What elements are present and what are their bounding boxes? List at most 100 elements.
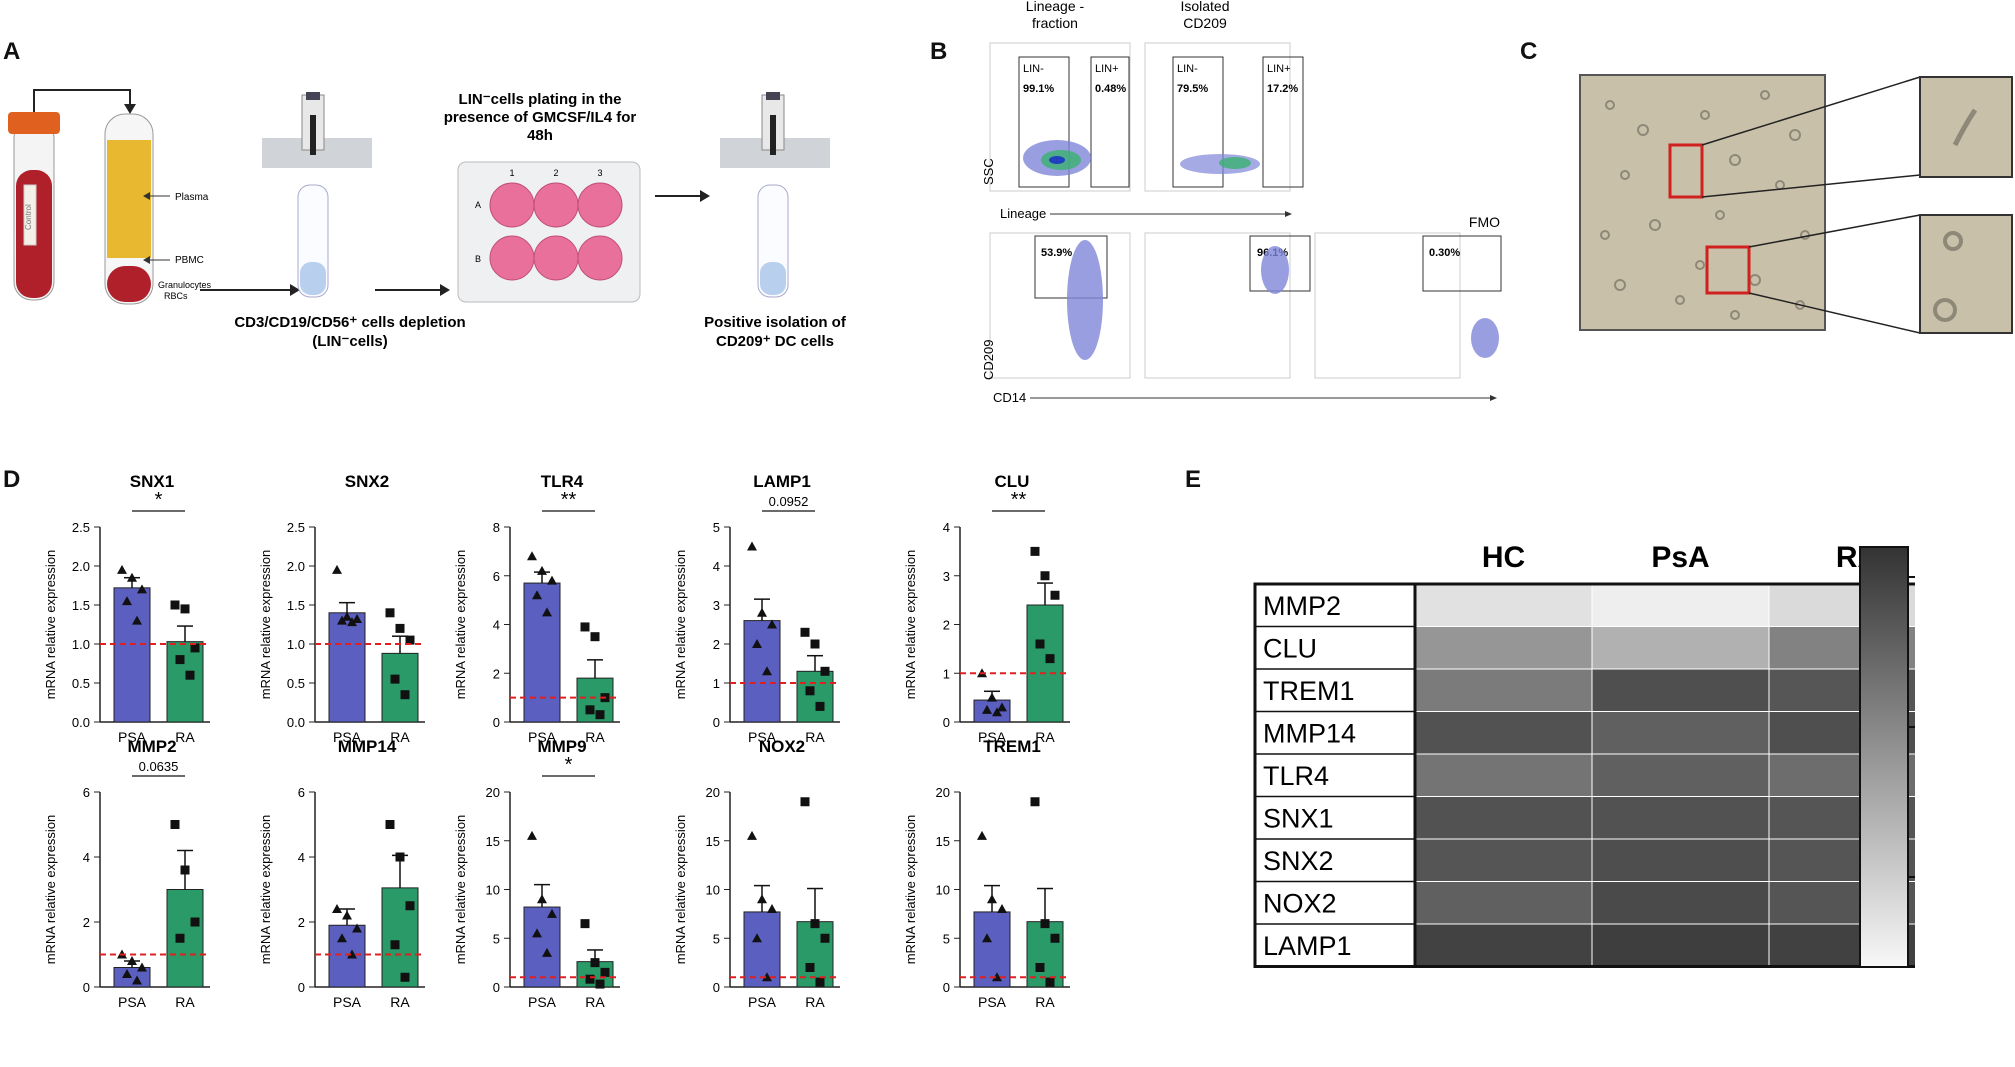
y-tick-label: 1.0 bbox=[72, 637, 90, 652]
y-tick-label: 10 bbox=[936, 883, 950, 898]
gate-lin-pos-value-1: 0.48% bbox=[1095, 83, 1126, 95]
data-point bbox=[395, 623, 405, 633]
data-point bbox=[747, 830, 757, 840]
data-point bbox=[347, 617, 357, 627]
bar-chart-trem1: TREM1 0 5 10 15 20 mRNA relative expression PSA… bbox=[903, 737, 1070, 1010]
data-point bbox=[757, 607, 767, 617]
data-point bbox=[400, 972, 410, 982]
heatmap-cell bbox=[1591, 923, 1770, 967]
data-point bbox=[752, 933, 762, 943]
data-point bbox=[170, 600, 180, 610]
y-tick-label: 0 bbox=[713, 980, 720, 995]
data-point bbox=[820, 666, 830, 676]
x-tick-label: PSA bbox=[528, 729, 557, 745]
data-point bbox=[347, 949, 357, 959]
y-tick-label: 0.0 bbox=[287, 715, 305, 730]
x-tick-label: RA bbox=[805, 729, 825, 745]
data-point bbox=[585, 974, 595, 984]
y-tick-label: 10 bbox=[486, 883, 500, 898]
data-point bbox=[127, 572, 137, 582]
data-point bbox=[337, 933, 347, 943]
well-row-a: A bbox=[475, 200, 481, 210]
y-tick-label: 0 bbox=[83, 980, 90, 995]
bar-chart-tlr4: TLR4 0 2 4 6 8 mRNA relative expression PSA RA ** bbox=[453, 472, 620, 745]
panel-a-workflow: Control Plasma PBMC Granulocytes RBCs CD… bbox=[8, 89, 847, 350]
heatmap-row-label: NOX2 bbox=[1263, 889, 1337, 919]
bar-ra bbox=[1026, 921, 1064, 988]
data-point bbox=[180, 865, 190, 875]
data-point bbox=[175, 655, 185, 665]
data-point bbox=[580, 622, 590, 632]
panel-b-flow: Lineage - fraction Isolated CD209 LIN- 9… bbox=[981, 0, 1502, 405]
data-point bbox=[390, 674, 400, 684]
rbcs-label: RBCs bbox=[164, 291, 188, 301]
y-tick-label: 0 bbox=[298, 980, 305, 995]
significance-label: ** bbox=[1011, 489, 1027, 511]
heatmap-row-label: SNX2 bbox=[1263, 846, 1334, 876]
panel-e-heatmap: HC PsA RAMMP2CLUTREM1MMP14TLR4SNX1SNX2NOX2… bbox=[1253, 541, 1915, 968]
heatmap-cell bbox=[1591, 626, 1770, 670]
panel-label-e: E bbox=[1185, 466, 1202, 493]
significance-label: ** bbox=[561, 489, 577, 511]
y-tick-label: 10 bbox=[706, 883, 720, 898]
heatmap-cell bbox=[1414, 626, 1593, 670]
cd14-axis-label: CD14 bbox=[993, 390, 1026, 405]
y-tick-label: 0 bbox=[943, 715, 950, 730]
y-tick-label: 2 bbox=[83, 915, 90, 930]
plasma-label: Plasma bbox=[175, 192, 209, 203]
heatmap-cell bbox=[1414, 923, 1593, 967]
data-point bbox=[400, 690, 410, 700]
y-tick-label: 4 bbox=[493, 618, 500, 633]
well-col-3: 3 bbox=[597, 168, 602, 178]
heatmap-cell bbox=[1414, 753, 1593, 797]
heatmap-cell bbox=[1414, 711, 1593, 755]
data-point bbox=[595, 710, 605, 720]
y-axis-label: mRNA relative expression bbox=[258, 815, 273, 965]
bar-chart-snx1: SNX1 0.0 0.5 1.0 1.5 2.0 2.5 mRNA relative expr… bbox=[43, 472, 210, 745]
y-tick-label: 15 bbox=[936, 834, 950, 849]
data-point bbox=[332, 564, 342, 574]
x-tick-label: RA bbox=[585, 994, 605, 1010]
well-plate-icon: 1 2 3 A B bbox=[457, 161, 641, 303]
y-tick-label: 3 bbox=[713, 598, 720, 613]
y-tick-label: 3 bbox=[943, 569, 950, 584]
plating-line2: presence of GMCSF/IL4 for bbox=[444, 109, 637, 126]
flow-plot-bottom-1: 53.9% bbox=[989, 232, 1131, 379]
data-point bbox=[342, 910, 352, 920]
data-point bbox=[532, 590, 542, 600]
heatmap-cell bbox=[1591, 753, 1770, 797]
x-tick-label: RA bbox=[390, 729, 410, 745]
bar-ra bbox=[796, 921, 834, 988]
heatmap-cell bbox=[1414, 668, 1593, 712]
data-point bbox=[137, 584, 147, 594]
heatmap-border bbox=[1413, 582, 1915, 968]
data-point bbox=[1030, 546, 1040, 556]
flow-title2-line1: Isolated bbox=[1180, 0, 1229, 14]
plating-line3: 48h bbox=[527, 127, 553, 144]
y-tick-label: 2 bbox=[713, 637, 720, 652]
x-tick-label: RA bbox=[175, 729, 195, 745]
data-point bbox=[185, 670, 195, 680]
gate-lin-pos-label-2: LIN+ bbox=[1267, 63, 1291, 75]
data-point bbox=[390, 940, 400, 950]
data-point bbox=[1050, 590, 1060, 600]
chart-title: CLU bbox=[995, 472, 1030, 491]
y-tick-label: 8 bbox=[493, 520, 500, 535]
data-point bbox=[747, 541, 757, 551]
data-point bbox=[537, 894, 547, 904]
x-tick-label: PSA bbox=[978, 729, 1007, 745]
data-point bbox=[547, 908, 557, 918]
data-point bbox=[405, 901, 415, 911]
data-point bbox=[352, 923, 362, 933]
y-tick-label: 2.5 bbox=[72, 520, 90, 535]
y-axis-label: mRNA relative expression bbox=[673, 815, 688, 965]
data-point bbox=[542, 947, 552, 957]
depletion-line1: CD3/CD19/CD56⁺ cells depletion bbox=[234, 314, 465, 331]
y-tick-label: 0.5 bbox=[287, 676, 305, 691]
data-point bbox=[977, 830, 987, 840]
magnet-column-icon-2 bbox=[720, 92, 830, 298]
magnet-column-icon-1 bbox=[262, 92, 372, 298]
heatmap-cell bbox=[1414, 796, 1593, 840]
data-point bbox=[122, 596, 132, 606]
y-tick-label: 2.0 bbox=[287, 559, 305, 574]
